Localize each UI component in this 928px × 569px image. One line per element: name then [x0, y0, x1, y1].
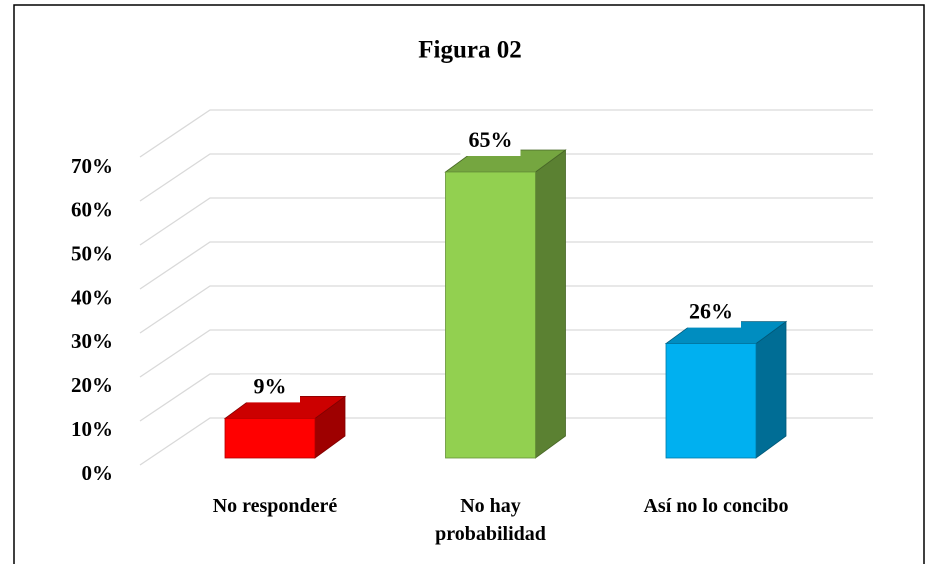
value-label: 26% — [689, 299, 733, 324]
y-tick-label: 50% — [71, 242, 113, 266]
bar — [445, 171, 536, 459]
grid-line — [139, 373, 873, 422]
grid-line — [139, 285, 873, 334]
x-tick-label: No hay probabilidad — [435, 495, 546, 545]
grid-line — [139, 417, 873, 466]
bar — [665, 343, 757, 459]
grid-line — [139, 153, 873, 202]
grid-line — [139, 109, 873, 158]
bar-side — [755, 320, 787, 459]
grid-line — [139, 329, 873, 378]
y-tick-label: 20% — [71, 373, 113, 397]
value-label-box — [460, 128, 521, 156]
y-tick-label: 40% — [71, 285, 113, 309]
value-label-box — [240, 374, 300, 403]
value-label-box — [681, 299, 741, 328]
chart-title: Figura 02 — [418, 37, 521, 64]
y-tick-label: 10% — [71, 417, 113, 441]
y-tick-label: 70% — [71, 154, 113, 178]
grid-line — [139, 241, 873, 290]
value-label: 65% — [469, 127, 513, 152]
grid-line — [139, 197, 873, 246]
x-tick-label: Así no lo concibo — [643, 495, 789, 517]
x-tick-label: No responderé — [212, 495, 338, 517]
y-tick-label: 60% — [71, 198, 113, 222]
bar-side — [535, 149, 566, 459]
value-label: 9% — [254, 373, 287, 398]
y-tick-label: 0% — [82, 461, 114, 485]
y-tick-label: 30% — [71, 329, 113, 353]
bar — [224, 417, 316, 459]
